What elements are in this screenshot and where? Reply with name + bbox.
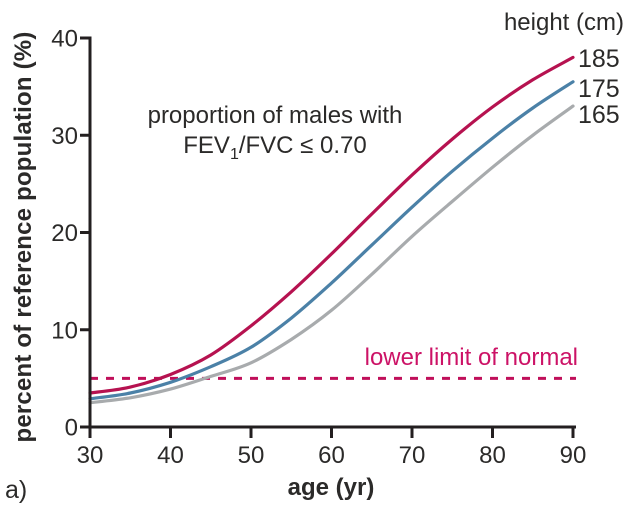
annotation-line2: FEV1/FVC ≤ 0.70 [183,132,367,163]
x-tick-label: 90 [560,442,587,469]
series-label-175: 175 [578,75,620,103]
y-tick-label: 10 [51,317,78,344]
y-tick-label: 40 [51,26,78,53]
y-tick-label: 30 [51,123,78,150]
curve-165 [88,104,575,405]
series-label-185: 185 [578,45,620,73]
x-axis-title: age (yr) [287,474,375,501]
y-tick-label: 0 [65,415,78,442]
reference-line-label: lower limit of normal [364,344,578,371]
series-label-165: 165 [578,101,620,129]
x-tick-label: 60 [318,442,345,469]
x-tick-label: 50 [238,442,265,469]
curve-185 [88,55,575,395]
x-tick-label: 40 [157,442,184,469]
figure-panel-label: a) [5,476,28,504]
y-axis-title: percent of reference population (%) [10,31,37,443]
curve-175 [88,80,575,401]
legend-title: height (cm) [503,9,624,36]
y-tick-label: 20 [51,220,78,247]
chart-annotation: proportion of males with FEV1/FVC ≤ 0.70 [125,101,425,170]
x-tick-label: 30 [77,442,104,469]
x-tick-label: 70 [399,442,426,469]
annotation-line1: proportion of males with [147,102,403,129]
x-tick-label: 80 [479,442,506,469]
